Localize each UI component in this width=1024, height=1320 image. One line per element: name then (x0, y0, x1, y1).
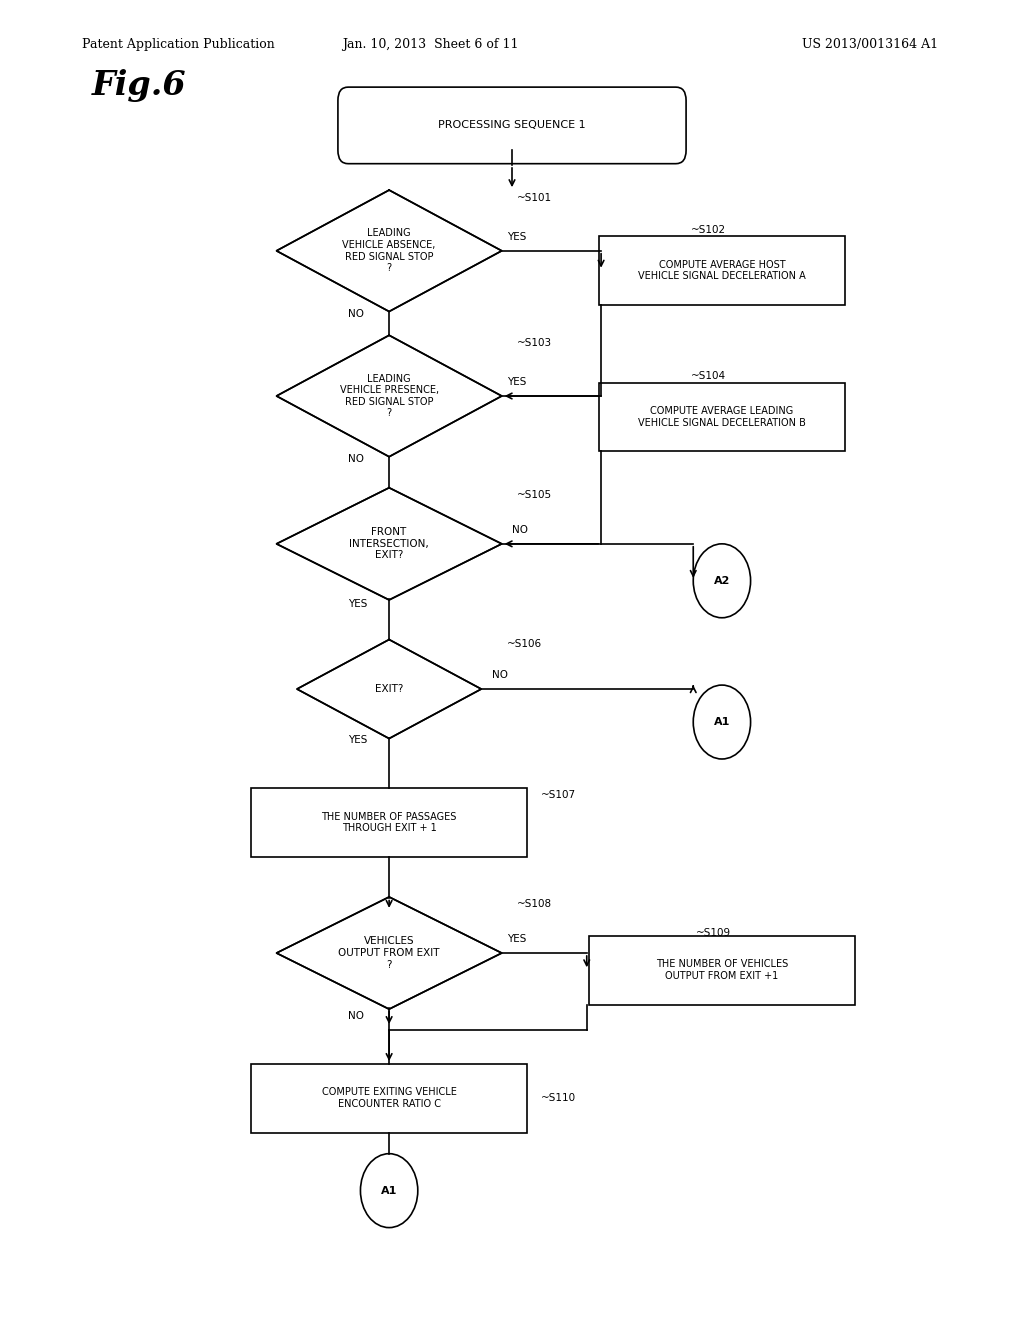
Text: COMPUTE EXITING VEHICLE
ENCOUNTER RATIO C: COMPUTE EXITING VEHICLE ENCOUNTER RATIO … (322, 1088, 457, 1109)
Text: EXIT?: EXIT? (375, 684, 403, 694)
Text: A2: A2 (714, 576, 730, 586)
FancyBboxPatch shape (251, 788, 527, 857)
FancyBboxPatch shape (599, 383, 845, 451)
FancyBboxPatch shape (599, 236, 845, 305)
Text: NO: NO (492, 671, 508, 681)
FancyBboxPatch shape (589, 936, 855, 1005)
Text: NO: NO (512, 525, 528, 536)
Text: YES: YES (507, 232, 526, 243)
Text: YES: YES (507, 935, 526, 945)
Text: YES: YES (507, 378, 526, 388)
Text: A1: A1 (381, 1185, 397, 1196)
Text: ~S102: ~S102 (691, 224, 726, 235)
Text: PROCESSING SEQUENCE 1: PROCESSING SEQUENCE 1 (438, 120, 586, 131)
Text: COMPUTE AVERAGE LEADING
VEHICLE SIGNAL DECELERATION B: COMPUTE AVERAGE LEADING VEHICLE SIGNAL D… (638, 407, 806, 428)
Polygon shape (276, 898, 502, 1008)
Circle shape (693, 544, 751, 618)
FancyBboxPatch shape (251, 1064, 527, 1133)
Text: ~S110: ~S110 (541, 1093, 575, 1104)
Text: THE NUMBER OF VEHICLES
OUTPUT FROM EXIT +1: THE NUMBER OF VEHICLES OUTPUT FROM EXIT … (655, 960, 788, 981)
Text: YES: YES (348, 599, 368, 610)
FancyBboxPatch shape (338, 87, 686, 164)
Text: THE NUMBER OF PASSAGES
THROUGH EXIT + 1: THE NUMBER OF PASSAGES THROUGH EXIT + 1 (322, 812, 457, 833)
Polygon shape (276, 488, 502, 599)
Text: VEHICLES
OUTPUT FROM EXIT
?: VEHICLES OUTPUT FROM EXIT ? (338, 936, 440, 970)
Polygon shape (276, 335, 502, 457)
Text: ~S109: ~S109 (696, 928, 731, 939)
Polygon shape (297, 640, 481, 739)
Text: Fig.6: Fig.6 (92, 69, 186, 103)
Text: NO: NO (348, 454, 365, 465)
Text: ~S101: ~S101 (517, 193, 552, 203)
Polygon shape (276, 190, 502, 312)
Text: NO: NO (348, 1011, 365, 1022)
Text: YES: YES (348, 735, 368, 746)
Text: Patent Application Publication: Patent Application Publication (82, 38, 274, 51)
Text: FRONT
INTERSECTION,
EXIT?: FRONT INTERSECTION, EXIT? (349, 527, 429, 561)
Text: ~S107: ~S107 (541, 789, 575, 800)
Text: ~S103: ~S103 (517, 338, 552, 348)
Text: COMPUTE AVERAGE HOST
VEHICLE SIGNAL DECELERATION A: COMPUTE AVERAGE HOST VEHICLE SIGNAL DECE… (638, 260, 806, 281)
Text: ~S106: ~S106 (507, 639, 542, 649)
Text: US 2013/0013164 A1: US 2013/0013164 A1 (803, 38, 938, 51)
Text: LEADING
VEHICLE PRESENCE,
RED SIGNAL STOP
?: LEADING VEHICLE PRESENCE, RED SIGNAL STO… (340, 374, 438, 418)
Text: ~S104: ~S104 (691, 371, 726, 381)
Circle shape (693, 685, 751, 759)
Text: NO: NO (348, 309, 365, 319)
Text: LEADING
VEHICLE ABSENCE,
RED SIGNAL STOP
?: LEADING VEHICLE ABSENCE, RED SIGNAL STOP… (342, 228, 436, 273)
Text: Jan. 10, 2013  Sheet 6 of 11: Jan. 10, 2013 Sheet 6 of 11 (342, 38, 518, 51)
Text: ~S108: ~S108 (517, 899, 552, 909)
Text: ~S105: ~S105 (517, 490, 552, 500)
Circle shape (360, 1154, 418, 1228)
Text: A1: A1 (714, 717, 730, 727)
